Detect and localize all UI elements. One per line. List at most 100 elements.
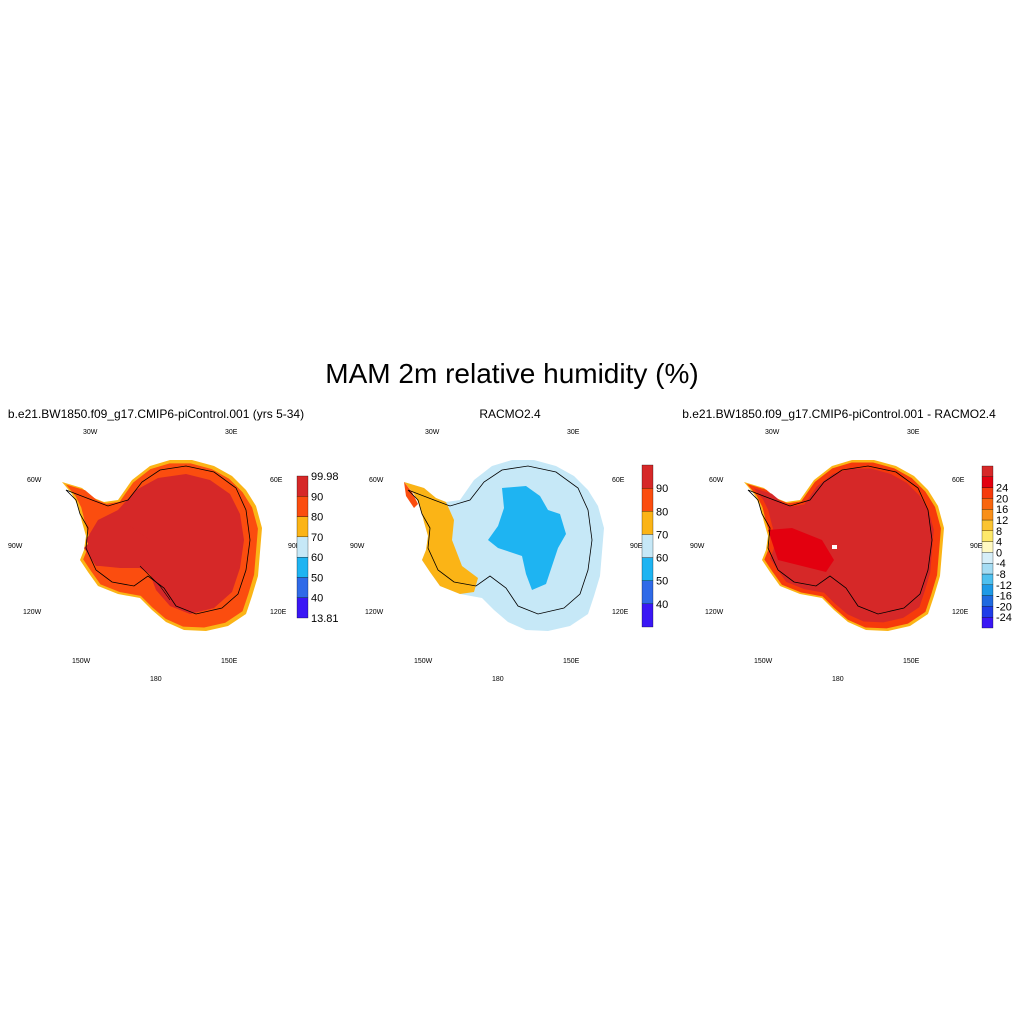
colorbar-swatch	[981, 552, 994, 564]
map-model: 30W 30E 60W 60E 90W 90E 120W 120E 150W 1…	[5, 420, 305, 700]
lon-label-30e: 30E	[567, 429, 580, 436]
colorbar-swatch	[641, 487, 654, 512]
lon-label-180: 180	[492, 676, 504, 683]
colorbar-swatch	[296, 496, 309, 517]
colorbar-swatch	[981, 476, 994, 488]
colorbar-swatch	[981, 541, 994, 553]
lon-label-150e: 150E	[563, 658, 580, 665]
lon-label-30w: 30W	[765, 429, 780, 436]
colorbar-swatch	[981, 530, 994, 542]
colorbar-swatch	[296, 475, 309, 497]
colorbar-swatch	[981, 563, 994, 575]
lon-label-150w: 150W	[754, 658, 773, 665]
colorbar-label: -20	[996, 601, 1012, 613]
colorbar-swatch	[981, 617, 994, 629]
lon-label-30w: 30W	[425, 429, 440, 436]
lon-label-30w: 30W	[83, 429, 98, 436]
colorbar-label: -12	[996, 580, 1012, 592]
lon-label-30e: 30E	[907, 429, 920, 436]
lon-label-180: 180	[150, 676, 162, 683]
colorbar-label: 80	[311, 512, 323, 524]
colorbar-label: 90	[656, 483, 668, 495]
colorbar-swatch	[981, 606, 994, 618]
lon-label-150w: 150W	[414, 658, 433, 665]
colorbar-difference: -24 -20 -16 -12 -8 -4 0 4 8 12 16 20 24	[981, 465, 1022, 629]
panel-title-racmo: RACMO2.4	[479, 407, 541, 421]
colorbar-label: 0	[996, 547, 1002, 559]
lon-label-120e: 120E	[270, 609, 287, 616]
colorbar-swatch	[981, 573, 994, 585]
colorbar-label: 4	[996, 537, 1002, 549]
colorbar-label: 50	[311, 572, 323, 584]
colorbar-label: 40	[656, 599, 668, 611]
colorbar-label: -16	[996, 591, 1012, 603]
colorbar-racmo-svg: 40 50 60 70 80 90	[641, 464, 668, 628]
colorbar-swatch	[981, 509, 994, 521]
colorbar-racmo: 40 50 60 70 80 90	[641, 464, 692, 628]
colorbar-label: -8	[996, 569, 1006, 581]
lon-label-90e: 90E	[288, 543, 301, 550]
panel-title-model: b.e21.BW1850.f09_g17.CMIP6-piControl.001…	[7, 407, 305, 421]
colorbar-swatch	[981, 487, 994, 499]
colorbar-swatch	[981, 498, 994, 510]
colorbar-swatch	[981, 519, 994, 531]
lon-label-120w: 120W	[365, 609, 384, 616]
lon-label-150e: 150E	[221, 658, 238, 665]
colorbar-label: 80	[656, 506, 668, 518]
colorbar-swatch	[641, 557, 654, 581]
map-difference: 30W 30E 60W 60E 90W 90E 120W 120E 150W 1…	[687, 420, 987, 700]
map-fill-peninsula	[404, 482, 478, 594]
lon-label-150e: 150E	[903, 658, 920, 665]
colorbar-label: 40	[311, 593, 323, 605]
colorbar-label: 16	[996, 504, 1008, 516]
colorbar-label: 99.98	[311, 471, 339, 483]
colorbar-model-svg: 13.81 40 50 60 70 80 90 99.98	[296, 471, 339, 625]
lon-label-60w: 60W	[27, 477, 42, 484]
map-racmo: 30W 30E 60W 60E 90W 90E 120W 120E 150W 1…	[347, 420, 647, 700]
colorbar-label: -4	[996, 558, 1006, 570]
lon-label-60w: 60W	[709, 477, 724, 484]
colorbar-label: 50	[656, 576, 668, 588]
colorbar-swatch	[296, 577, 309, 598]
lon-label-30e: 30E	[225, 429, 238, 436]
colorbar-swatch	[296, 536, 309, 558]
panel-title-difference: b.e21.BW1850.f09_g17.CMIP6-piControl.001…	[682, 407, 996, 421]
colorbar-label: 70	[656, 529, 668, 541]
colorbar-label: 20	[996, 493, 1008, 505]
colorbar-swatch	[981, 595, 994, 607]
figure-title: MAM 2m relative humidity (%)	[325, 358, 699, 389]
colorbar-label: 60	[656, 553, 668, 565]
colorbar-label: -24	[996, 612, 1012, 624]
colorbar-swatch	[981, 465, 994, 477]
colorbar-label: 13.81	[311, 613, 339, 625]
colorbar-label: 60	[311, 552, 323, 564]
lon-label-120e: 120E	[612, 609, 629, 616]
lon-label-180: 180	[832, 676, 844, 683]
colorbar-swatch	[981, 584, 994, 596]
colorbar-label: 24	[996, 483, 1008, 495]
lon-label-120e: 120E	[952, 609, 969, 616]
colorbar-swatch	[641, 511, 654, 535]
lon-label-60e: 60E	[952, 477, 965, 484]
colorbar-swatch	[641, 464, 654, 489]
lon-label-90w: 90W	[8, 543, 23, 550]
lon-label-90w: 90W	[350, 543, 365, 550]
lon-label-90e: 90E	[630, 543, 643, 550]
colorbar-swatch	[296, 516, 309, 538]
lon-label-90e: 90E	[970, 543, 983, 550]
colorbar-swatch	[641, 603, 654, 628]
colorbar-label: 70	[311, 532, 323, 544]
lon-label-120w: 120W	[23, 609, 42, 616]
map-fill-interior	[488, 486, 566, 590]
lon-label-90w: 90W	[690, 543, 705, 550]
lon-label-150w: 150W	[72, 658, 91, 665]
lon-label-60w: 60W	[369, 477, 384, 484]
colorbar-swatch	[296, 597, 309, 619]
colorbar-swatch	[641, 580, 654, 605]
colorbar-swatch	[641, 534, 654, 558]
lon-label-60e: 60E	[612, 477, 625, 484]
colorbar-label: 12	[996, 515, 1008, 527]
colorbar-model: 13.81 40 50 60 70 80 90 99.98	[296, 471, 347, 625]
colorbar-label: 8	[996, 526, 1002, 538]
